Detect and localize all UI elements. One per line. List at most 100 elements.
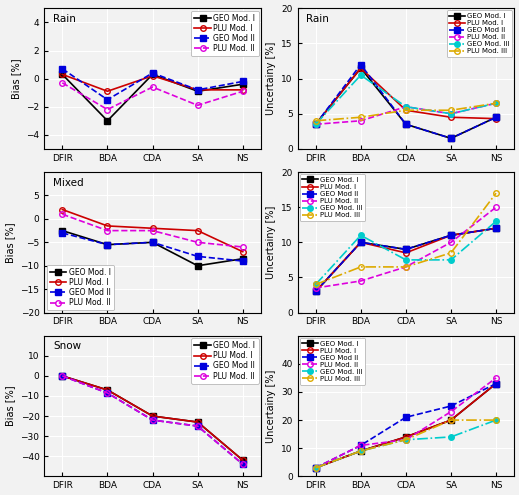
GEO Mod II: [493, 114, 499, 120]
PLU Mod. I: [104, 223, 111, 229]
PLU Mod. II: [195, 240, 201, 246]
GEO Mod II: [312, 289, 319, 295]
Line: GEO Mod II: GEO Mod II: [313, 226, 499, 294]
PLU Mod. II: [358, 118, 364, 124]
Line: GEO Mod. III: GEO Mod. III: [313, 417, 499, 471]
Line: GEO Mod. I: GEO Mod. I: [313, 381, 499, 471]
PLU Mod. III: [312, 465, 319, 471]
Text: Snow: Snow: [53, 342, 81, 351]
Line: GEO Mod. I: GEO Mod. I: [60, 228, 245, 268]
GEO Mod. I: [104, 242, 111, 248]
PLU Mod. II: [312, 121, 319, 127]
GEO Mod II: [195, 253, 201, 259]
PLU Mod. I: [493, 381, 499, 387]
PLU Mod. I: [448, 232, 454, 238]
PLU Mod. II: [403, 264, 409, 270]
GEO Mod. I: [448, 135, 454, 141]
Legend: GEO Mod. I, PLU Mod. I, GEO Mod II, PLU Mod. II: GEO Mod. I, PLU Mod. I, GEO Mod II, PLU …: [192, 11, 258, 56]
PLU Mod. III: [403, 107, 409, 113]
GEO Mod. I: [59, 71, 65, 77]
GEO Mod. III: [448, 434, 454, 440]
PLU Mod. III: [448, 250, 454, 256]
Line: GEO Mod. I: GEO Mod. I: [60, 72, 245, 124]
GEO Mod II: [240, 461, 246, 467]
Legend: GEO Mod. I, PLU Mod. I, GEO Mod II, PLU Mod. II: GEO Mod. I, PLU Mod. I, GEO Mod II, PLU …: [192, 338, 258, 384]
Line: GEO Mod. I: GEO Mod. I: [60, 373, 245, 463]
GEO Mod II: [149, 70, 156, 76]
Line: GEO Mod. I: GEO Mod. I: [313, 226, 499, 294]
PLU Mod. III: [403, 264, 409, 270]
PLU Mod. I: [149, 73, 156, 79]
GEO Mod II: [403, 414, 409, 420]
Y-axis label: Uncertainy [%]: Uncertainy [%]: [266, 42, 276, 115]
PLU Mod. III: [358, 448, 364, 454]
PLU Mod. III: [358, 114, 364, 120]
Line: PLU Mod. I: PLU Mod. I: [313, 65, 499, 127]
Y-axis label: Bias [%]: Bias [%]: [11, 58, 21, 99]
PLU Mod. I: [240, 87, 246, 93]
GEO Mod. III: [493, 218, 499, 224]
PLU Mod. I: [403, 250, 409, 256]
GEO Mod II: [358, 240, 364, 246]
PLU Mod. III: [403, 437, 409, 443]
Line: GEO Mod II: GEO Mod II: [313, 62, 499, 141]
Legend: GEO Mod. I, PLU Mod. I, GEO Mod II, PLU Mod. II: GEO Mod. I, PLU Mod. I, GEO Mod II, PLU …: [47, 265, 114, 310]
PLU Mod. I: [240, 248, 246, 254]
Line: PLU Mod. II: PLU Mod. II: [60, 80, 245, 112]
GEO Mod. III: [403, 104, 409, 110]
PLU Mod. III: [493, 417, 499, 423]
PLU Mod. II: [448, 111, 454, 117]
GEO Mod II: [448, 232, 454, 238]
GEO Mod II: [195, 87, 201, 93]
PLU Mod. III: [448, 107, 454, 113]
Line: GEO Mod II: GEO Mod II: [313, 381, 499, 471]
PLU Mod. II: [312, 465, 319, 471]
PLU Mod. II: [59, 373, 65, 379]
Line: PLU Mod. I: PLU Mod. I: [313, 226, 499, 294]
PLU Mod. II: [312, 285, 319, 291]
PLU Mod. III: [493, 190, 499, 196]
GEO Mod. III: [448, 257, 454, 263]
Legend: GEO Mod. I, PLU Mod. I, GEO Mod II, PLU Mod. II, GEO Mod. III, PLU Mod. III: GEO Mod. I, PLU Mod. I, GEO Mod II, PLU …: [447, 10, 512, 57]
GEO Mod. III: [312, 121, 319, 127]
Y-axis label: Bias [%]: Bias [%]: [5, 222, 15, 263]
PLU Mod. I: [312, 289, 319, 295]
PLU Mod. II: [104, 106, 111, 112]
Line: GEO Mod II: GEO Mod II: [60, 373, 245, 467]
Line: PLU Mod. I: PLU Mod. I: [60, 373, 245, 463]
GEO Mod. I: [448, 232, 454, 238]
GEO Mod. I: [149, 71, 156, 77]
GEO Mod. I: [403, 434, 409, 440]
PLU Mod. II: [448, 409, 454, 415]
PLU Mod. II: [358, 278, 364, 284]
PLU Mod. II: [403, 437, 409, 443]
PLU Mod. I: [448, 114, 454, 120]
Text: Mixed: Mixed: [53, 178, 84, 188]
GEO Mod II: [493, 225, 499, 231]
Line: GEO Mod. III: GEO Mod. III: [313, 218, 499, 287]
GEO Mod II: [104, 390, 111, 396]
GEO Mod. I: [195, 263, 201, 269]
GEO Mod II: [104, 242, 111, 248]
PLU Mod. II: [195, 423, 201, 429]
GEO Mod. III: [358, 448, 364, 454]
GEO Mod II: [59, 66, 65, 72]
GEO Mod. I: [195, 419, 201, 425]
GEO Mod II: [104, 97, 111, 102]
GEO Mod II: [149, 240, 156, 246]
Line: PLU Mod. II: PLU Mod. II: [313, 204, 499, 291]
Line: PLU Mod. II: PLU Mod. II: [60, 211, 245, 250]
GEO Mod. III: [403, 257, 409, 263]
GEO Mod II: [312, 465, 319, 471]
Line: GEO Mod. III: GEO Mod. III: [313, 72, 499, 127]
GEO Mod. I: [59, 228, 65, 234]
Line: PLU Mod. III: PLU Mod. III: [313, 417, 499, 471]
PLU Mod. I: [312, 121, 319, 127]
GEO Mod II: [312, 121, 319, 127]
PLU Mod. I: [448, 417, 454, 423]
GEO Mod. I: [312, 121, 319, 127]
GEO Mod II: [448, 135, 454, 141]
GEO Mod II: [240, 258, 246, 264]
Line: GEO Mod II: GEO Mod II: [60, 230, 245, 264]
PLU Mod. I: [104, 88, 111, 94]
